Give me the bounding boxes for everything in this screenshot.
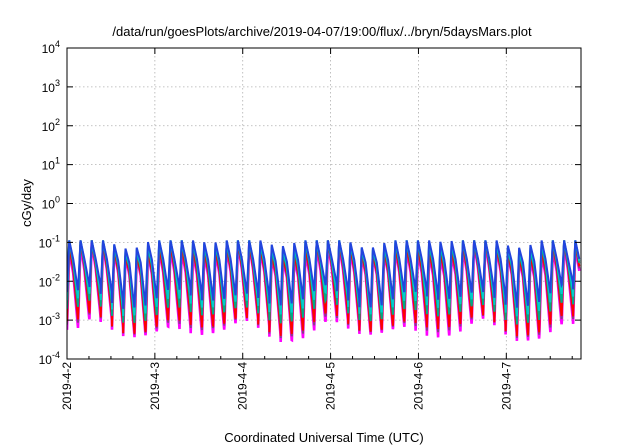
data-series [67,240,581,343]
chart-title: /data/run/goesPlots/archive/2019-04-07/1… [112,24,532,39]
y-tick-label: 10-1 [39,233,60,250]
x-tick-label: 2019-4-3 [148,362,162,410]
y-tick-label: 10-2 [39,272,60,289]
y-axis-title: cGy/day [19,179,34,227]
x-tick-label: 2019-4-4 [236,362,250,410]
x-tick-label: 2019-4-5 [324,362,338,410]
y-tick-label: 103 [42,78,60,95]
x-tick-label: 2019-4-2 [60,362,74,410]
y-axis-ticks: 104 103 102 101 100 10-1 10-2 10-3 10-4 [39,39,581,367]
y-tick-label: 102 [42,117,60,134]
x-axis-title: Coordinated Universal Time (UTC) [224,430,423,445]
x-tick-label: 2019-4-6 [411,362,425,410]
y-tick-label: 10-3 [39,311,60,328]
x-tick-label: 2019-4-7 [499,362,513,410]
y-tick-label: 10-4 [39,350,60,367]
y-tick-label: 104 [42,39,60,56]
y-tick-label: 101 [42,156,60,173]
y-tick-label: 100 [42,195,60,212]
x-axis-ticks: 2019-4-2 2019-4-3 2019-4-4 2019-4-5 2019-4-6… [60,48,573,410]
series-line [67,240,581,309]
